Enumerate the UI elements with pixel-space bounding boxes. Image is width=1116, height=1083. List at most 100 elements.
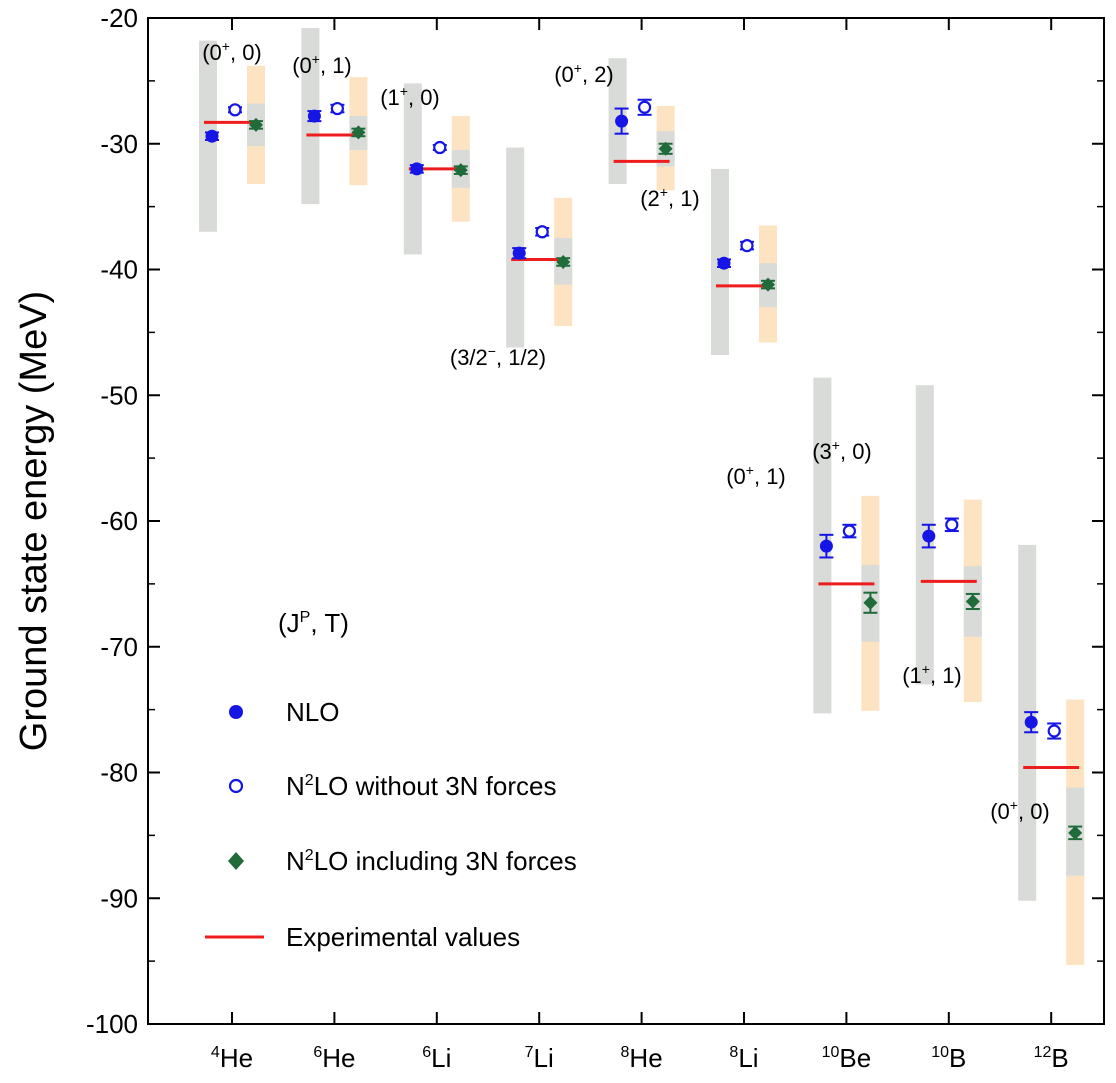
nlo-point (307, 109, 321, 123)
n2lo-no3n-point (1047, 724, 1061, 738)
quantum-number-label: (1+, 1) (902, 661, 962, 688)
quantum-number-b: , 0) (840, 439, 872, 464)
legend-header-sup: P (300, 609, 311, 626)
x-tick-mass-number: 7 (525, 1044, 534, 1061)
x-tick-element: Li (534, 1043, 554, 1073)
n2lo-no3n-point (945, 518, 959, 532)
nlo-point (615, 114, 629, 128)
y-tick-label: -30 (100, 129, 138, 159)
quantum-number-a: (0 (202, 40, 222, 65)
y-tick-label: -60 (100, 506, 138, 536)
data-markers (205, 98, 1083, 841)
quantum-number-label: (0+, 0) (990, 797, 1050, 824)
x-tick-mass-number: 10 (931, 1044, 949, 1061)
x-tick-mass-number: 12 (1034, 1044, 1052, 1061)
y-tick-label: -70 (100, 632, 138, 662)
quantum-number-a: (0 (726, 464, 746, 489)
legend-n2lo-no3n-a: N (286, 771, 305, 801)
legend-n2lo-no3n-b: LO without 3N forces (314, 771, 557, 801)
n2lo-3n-point (761, 277, 775, 292)
experimental-lines (204, 120, 1080, 769)
quantum-number-b: , 0) (408, 85, 440, 110)
quantum-number-a: (0 (990, 799, 1010, 824)
x-tick-element: B (949, 1043, 966, 1073)
y-tick-label: -100 (86, 1009, 138, 1039)
quantum-number-sup: + (312, 51, 320, 67)
y-axis-label: Ground state energy (MeV) (13, 291, 55, 751)
y-tick-label: -80 (100, 758, 138, 788)
x-tick-label: 4He (211, 1043, 253, 1073)
legend-nlo-marker (229, 705, 243, 719)
legend-nlo-label: NLO (286, 697, 339, 727)
n2lo-no3n-point (535, 225, 549, 239)
quantum-number-a: (1 (902, 663, 922, 688)
legend: (JP, T) NLO N2LO without 3N forces N2LO … (205, 608, 577, 952)
y-tick-label: -50 (100, 380, 138, 410)
nlo-point (205, 129, 219, 143)
n2lo-3n-point (556, 254, 571, 269)
n2lo-no3n-point (228, 103, 242, 117)
x-tick-element: He (322, 1043, 355, 1073)
legend-n2lo-3n-label: N2LO including 3N forces (286, 846, 577, 876)
quantum-number-sup: + (574, 60, 582, 76)
legend-n2lo-no3n-label: N2LO without 3N forces (286, 771, 556, 801)
x-tick-mass-number: 8 (729, 1044, 738, 1061)
quantum-number-label: (0+, 2) (554, 60, 614, 87)
quantum-number-a: (3 (812, 439, 832, 464)
n2lo-3n-point (863, 595, 878, 610)
quantum-number-a: (3/2 (450, 345, 488, 370)
quantum-number-b: , 1) (668, 186, 700, 211)
y-tick-label: -40 (100, 255, 138, 285)
quantum-number-b: , 1) (754, 464, 786, 489)
quantum-number-a: (0 (292, 53, 312, 78)
x-axis: 4He6He6Li7Li8He8Li10Be10B12B12C (211, 18, 1069, 1073)
quantum-number-label: (1+, 0) (380, 83, 440, 110)
quantum-number-a: (2 (640, 186, 660, 211)
quantum-number-a: (0 (554, 62, 574, 87)
n2lo-no3n-point (433, 140, 447, 155)
quantum-number-a: (1 (380, 85, 400, 110)
quantum-number-label: (3/2−, 1/2) (450, 343, 546, 370)
legend-header: (JP, T) (278, 608, 349, 638)
quantum-number-label: (0+, 0) (202, 38, 262, 65)
n2lo-no3n-point (740, 239, 754, 253)
x-tick-label: 7Li (525, 1043, 554, 1073)
legend-n2lo-no3n-sup: 2 (305, 772, 314, 789)
quantum-number-sup: + (922, 661, 930, 677)
quantum-number-sup: + (222, 38, 230, 54)
nlo-point (922, 529, 936, 543)
x-tick-element: B (1051, 1043, 1068, 1073)
quantum-number-b: , 1) (930, 663, 962, 688)
quantum-number-b: , 2) (582, 62, 614, 87)
legend-header-b: , T) (310, 608, 349, 638)
x-tick-element: Li (431, 1043, 451, 1073)
quantum-number-b: , 1/2) (496, 345, 546, 370)
n2lo-3n-point (658, 141, 673, 156)
quantum-number-sup: + (1010, 797, 1018, 813)
nlo-point (512, 246, 526, 260)
x-tick-label: 8Li (729, 1043, 758, 1073)
quantum-number-label: (0+, 1) (292, 51, 352, 78)
quantum-number-sup: + (746, 462, 754, 478)
n2lo-3n-point (453, 163, 468, 178)
quantum-number-sup: + (660, 184, 668, 200)
quantum-number-sup: + (832, 437, 840, 453)
x-tick-mass-number: 6 (313, 1044, 322, 1061)
nlo-point (1024, 715, 1038, 729)
quantum-number-b: , 0) (230, 40, 262, 65)
quantum-number-sup: + (400, 83, 408, 99)
n2lo-no3n-point (842, 524, 857, 538)
x-tick-label: 10B (931, 1043, 966, 1073)
y-tick-label: -90 (100, 883, 138, 913)
legend-n2lo-3n-b: LO including 3N forces (314, 846, 577, 876)
x-tick-mass-number: 4 (211, 1044, 220, 1061)
y-tick-label: -20 (100, 3, 138, 33)
y-axis: -20 -30 -40 -50 -60 -70 -80 -90 -100 (86, 3, 1104, 1039)
n2lo-no3n-point (637, 100, 652, 114)
quantum-number-label: (3+, 0) (812, 437, 872, 464)
n2lo-3n-point (965, 594, 980, 609)
x-tick-element: Be (839, 1043, 871, 1073)
x-tick-mass-number: 6 (422, 1044, 431, 1061)
x-tick-label: 6Li (422, 1043, 451, 1073)
